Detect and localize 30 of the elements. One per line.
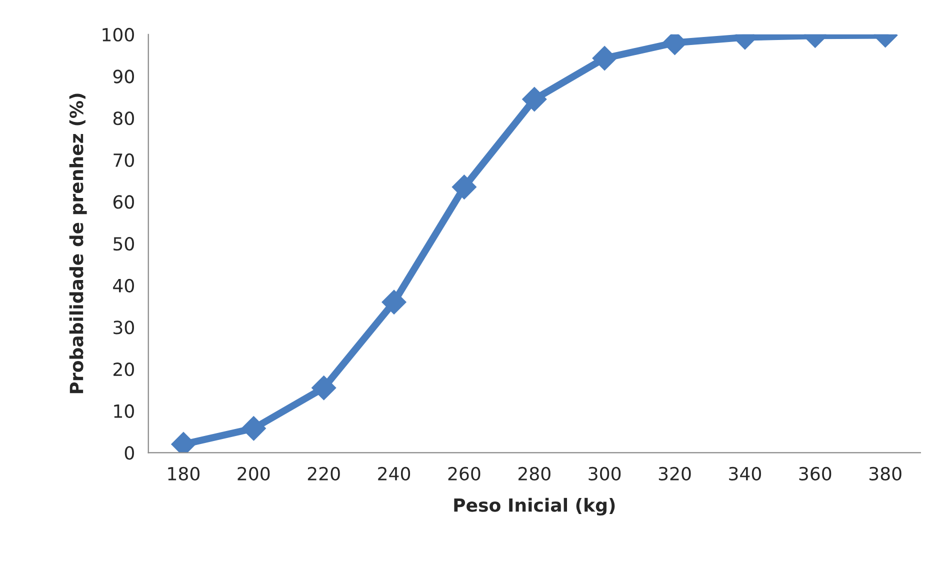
point bbox=[452, 174, 477, 200]
y-tick-label: 70 bbox=[114, 153, 134, 167]
point bbox=[592, 46, 617, 71]
y-tick-label: 0 bbox=[124, 446, 134, 460]
x-tick-label: 300 bbox=[588, 466, 621, 481]
point bbox=[241, 416, 266, 441]
x-tick-label: 360 bbox=[799, 466, 832, 481]
x-tick-label: 380 bbox=[869, 466, 902, 481]
y-tick-label: 20 bbox=[114, 362, 134, 376]
x-tick-label: 240 bbox=[378, 466, 410, 481]
x-tick-label: 280 bbox=[518, 466, 550, 481]
x-tick-label: 180 bbox=[168, 466, 200, 481]
x-tick-label: 220 bbox=[308, 466, 340, 481]
point bbox=[312, 376, 336, 400]
point bbox=[382, 290, 406, 314]
y-tick-label: 10 bbox=[114, 404, 134, 418]
point bbox=[522, 86, 547, 112]
y-axis-title: Probabilidade de prenhez (%) bbox=[69, 94, 87, 394]
y-tick-label: 80 bbox=[113, 111, 134, 126]
y-tick-label: 90 bbox=[113, 70, 134, 84]
x-axis-title: Peso Inicial (kg) bbox=[454, 498, 615, 516]
y-tick-label: 30 bbox=[114, 320, 134, 334]
x-tick-label: 340 bbox=[729, 466, 761, 481]
x-tick-label: 260 bbox=[448, 466, 480, 481]
y-tick-label: 100 bbox=[102, 28, 134, 42]
x-tick-label: 320 bbox=[658, 466, 691, 481]
y-tick-label: 50 bbox=[114, 236, 134, 251]
y-tick-label: 60 bbox=[113, 195, 134, 209]
x-tick-label: 200 bbox=[238, 466, 270, 481]
y-tick-label: 40 bbox=[113, 278, 134, 292]
